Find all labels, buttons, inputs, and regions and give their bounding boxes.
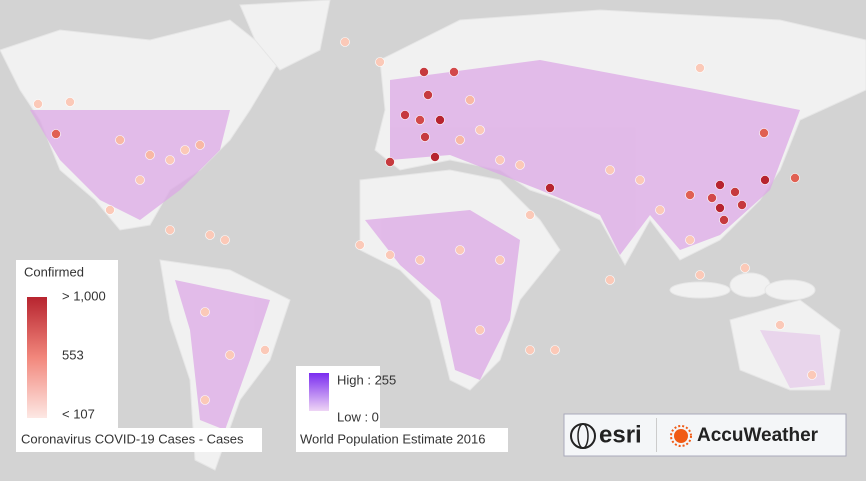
legend-label: < 107 — [62, 406, 95, 421]
case-dot[interactable] — [200, 395, 210, 405]
case-dot[interactable] — [51, 129, 61, 139]
case-dot[interactable] — [455, 135, 465, 145]
case-dot[interactable] — [635, 175, 645, 185]
case-dot[interactable] — [730, 187, 740, 197]
caption-box — [296, 428, 508, 452]
case-dot[interactable] — [605, 165, 615, 175]
case-dot[interactable] — [135, 175, 145, 185]
case-dot[interactable] — [605, 275, 615, 285]
cases-legend: Confirmed > 1,000 553 < 107 Coronavirus … — [16, 260, 262, 452]
case-dot[interactable] — [525, 345, 535, 355]
legend-label: High : 255 — [337, 372, 396, 387]
case-dot[interactable] — [165, 225, 175, 235]
legend-ramp — [309, 373, 329, 411]
case-dot[interactable] — [180, 145, 190, 155]
case-dot[interactable] — [715, 203, 725, 213]
legend-label: > 1,000 — [62, 288, 106, 303]
case-dot[interactable] — [105, 205, 115, 215]
case-dot[interactable] — [495, 155, 505, 165]
logo-box — [563, 413, 847, 457]
case-dot[interactable] — [33, 99, 43, 109]
case-dot[interactable] — [145, 150, 155, 160]
case-dot[interactable] — [423, 90, 433, 100]
globe-icon — [577, 423, 589, 449]
logos: esri AccuWeather — [563, 413, 847, 457]
case-dot[interactable] — [430, 152, 440, 162]
case-dot[interactable] — [515, 160, 525, 170]
case-dot[interactable] — [719, 215, 729, 225]
case-dot[interactable] — [340, 37, 350, 47]
case-dot[interactable] — [737, 200, 747, 210]
case-dot[interactable] — [220, 235, 230, 245]
case-dot[interactable] — [385, 250, 395, 260]
case-dot[interactable] — [495, 255, 505, 265]
case-dot[interactable] — [775, 320, 785, 330]
case-dot[interactable] — [707, 193, 717, 203]
legend-label: Low : 0 — [337, 409, 379, 424]
caption-box — [16, 428, 262, 452]
case-dot[interactable] — [465, 95, 475, 105]
case-dot[interactable] — [695, 270, 705, 280]
esri-logo: esri — [599, 421, 642, 448]
case-dots — [33, 37, 841, 430]
case-dot[interactable] — [475, 325, 485, 335]
case-dot[interactable] — [455, 245, 465, 255]
case-dot[interactable] — [475, 125, 485, 135]
divider — [656, 418, 657, 452]
legend-ramp — [27, 297, 47, 418]
sun-icon — [674, 429, 688, 443]
case-dot[interactable] — [419, 67, 429, 77]
population-layer — [30, 60, 825, 430]
case-dot[interactable] — [760, 175, 770, 185]
legend-title: Confirmed — [24, 264, 84, 279]
case-dot[interactable] — [115, 135, 125, 145]
case-dot[interactable] — [449, 67, 459, 77]
case-dot[interactable] — [225, 350, 235, 360]
accuweather-logo: AccuWeather — [697, 425, 819, 446]
case-dot[interactable] — [260, 345, 270, 355]
population-legend: High : 255 Low : 0 World Population Esti… — [296, 366, 508, 452]
case-dot[interactable] — [435, 115, 445, 125]
case-dot[interactable] — [715, 180, 725, 190]
case-dot[interactable] — [200, 307, 210, 317]
sun-icon — [670, 425, 692, 447]
case-dot[interactable] — [545, 183, 555, 193]
case-dot[interactable] — [807, 370, 817, 380]
case-dot[interactable] — [195, 140, 205, 150]
case-dot[interactable] — [525, 210, 535, 220]
case-dot[interactable] — [790, 173, 800, 183]
legend-caption: World Population Estimate 2016 — [300, 431, 485, 446]
case-dot[interactable] — [205, 230, 215, 240]
case-dot[interactable] — [740, 263, 750, 273]
case-dot[interactable] — [420, 132, 430, 142]
case-dot[interactable] — [550, 345, 560, 355]
case-dot[interactable] — [655, 205, 665, 215]
case-dot[interactable] — [685, 190, 695, 200]
case-dot[interactable] — [375, 57, 385, 67]
case-dot[interactable] — [355, 240, 365, 250]
case-dot[interactable] — [65, 97, 75, 107]
legend-caption: Coronavirus COVID-19 Cases - Cases — [21, 431, 244, 446]
case-dot[interactable] — [685, 235, 695, 245]
case-dot[interactable] — [400, 110, 410, 120]
case-dot[interactable] — [415, 255, 425, 265]
case-dot[interactable] — [385, 157, 395, 167]
case-dot[interactable] — [415, 115, 425, 125]
legend-label: 553 — [62, 347, 84, 362]
case-dot[interactable] — [165, 155, 175, 165]
case-dot[interactable] — [695, 63, 705, 73]
case-dot[interactable] — [759, 128, 769, 138]
